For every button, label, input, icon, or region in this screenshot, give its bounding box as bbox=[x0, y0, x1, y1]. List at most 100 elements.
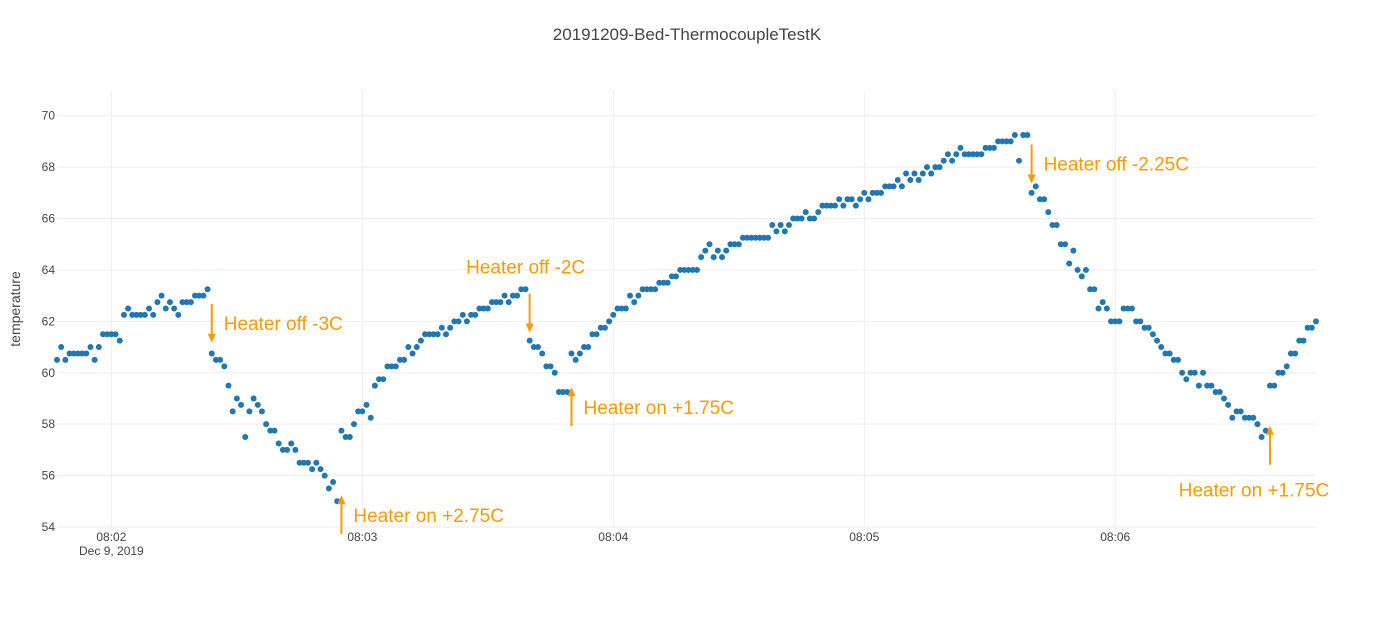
data-point bbox=[949, 157, 956, 164]
data-point bbox=[434, 331, 441, 338]
data-point bbox=[631, 299, 638, 306]
data-point bbox=[171, 305, 178, 312]
data-point bbox=[263, 421, 270, 428]
data-point bbox=[62, 356, 69, 363]
data-point bbox=[852, 202, 859, 209]
annotation-arrowhead bbox=[525, 323, 534, 333]
data-point bbox=[275, 440, 282, 447]
x-tick-sublabel: Dec 9, 2019 bbox=[79, 544, 144, 558]
data-point bbox=[526, 337, 533, 344]
data-point bbox=[974, 151, 981, 158]
annotation-arrowhead bbox=[1265, 425, 1274, 435]
data-point bbox=[1128, 305, 1135, 312]
data-point bbox=[1158, 344, 1165, 351]
data-point bbox=[1099, 299, 1106, 306]
data-point bbox=[752, 234, 759, 241]
data-point bbox=[1062, 241, 1069, 248]
data-point bbox=[116, 337, 123, 344]
data-point bbox=[877, 189, 884, 196]
data-point bbox=[944, 151, 951, 158]
data-point bbox=[1246, 414, 1253, 421]
annotation-label: Heater on +1.75C bbox=[583, 398, 734, 419]
data-point bbox=[823, 202, 830, 209]
data-point bbox=[267, 427, 274, 434]
data-point bbox=[1116, 318, 1123, 325]
data-point bbox=[254, 401, 261, 408]
data-point bbox=[652, 286, 659, 293]
data-point bbox=[371, 382, 378, 389]
data-point bbox=[104, 331, 111, 338]
data-point bbox=[765, 234, 772, 241]
data-point bbox=[861, 189, 868, 196]
data-point bbox=[1133, 318, 1140, 325]
data-point bbox=[827, 202, 834, 209]
data-point bbox=[1149, 331, 1156, 338]
data-point bbox=[1212, 389, 1219, 396]
data-point bbox=[325, 485, 332, 492]
data-point bbox=[1078, 273, 1085, 280]
data-point bbox=[794, 215, 801, 222]
data-point bbox=[200, 292, 207, 299]
data-point bbox=[840, 202, 847, 209]
data-point bbox=[484, 305, 491, 312]
data-point bbox=[166, 299, 173, 306]
data-point bbox=[150, 311, 157, 318]
data-point bbox=[961, 151, 968, 158]
data-point bbox=[1016, 157, 1023, 164]
data-point bbox=[940, 157, 947, 164]
data-point bbox=[74, 350, 81, 357]
data-point bbox=[1204, 382, 1211, 389]
annotation-label: Heater off -2.25C bbox=[1044, 155, 1189, 176]
y-tick-label: 66 bbox=[42, 212, 56, 226]
data-point bbox=[1057, 241, 1064, 248]
annotation-label: Heater off -2C bbox=[466, 258, 585, 279]
data-point bbox=[1292, 350, 1299, 357]
data-point bbox=[756, 234, 763, 241]
data-point bbox=[1066, 260, 1073, 267]
data-point bbox=[622, 305, 629, 312]
data-point bbox=[560, 389, 567, 396]
data-point bbox=[54, 356, 60, 363]
y-axis-title: temperature bbox=[7, 271, 23, 347]
data-point bbox=[555, 389, 562, 396]
data-point bbox=[890, 183, 897, 190]
data-point bbox=[907, 176, 914, 183]
data-point bbox=[401, 356, 408, 363]
data-point bbox=[321, 472, 328, 479]
data-point bbox=[250, 395, 257, 402]
data-point bbox=[95, 344, 102, 351]
data-point bbox=[179, 299, 186, 306]
data-point bbox=[1007, 138, 1014, 145]
data-point bbox=[1053, 221, 1060, 228]
data-point bbox=[459, 311, 466, 318]
x-tick-label: 08:04 bbox=[598, 530, 628, 544]
data-point bbox=[572, 356, 579, 363]
y-tick-label: 56 bbox=[42, 469, 56, 483]
data-point bbox=[706, 241, 713, 248]
data-point bbox=[1254, 421, 1261, 428]
data-point bbox=[601, 324, 608, 331]
data-point bbox=[673, 273, 680, 280]
data-point bbox=[58, 344, 65, 351]
data-point bbox=[911, 170, 918, 177]
annotation-arrowhead bbox=[337, 495, 346, 505]
data-point bbox=[848, 196, 855, 203]
data-point bbox=[844, 196, 851, 203]
data-point bbox=[509, 292, 516, 299]
data-point bbox=[350, 421, 357, 428]
data-point bbox=[238, 401, 245, 408]
data-point bbox=[836, 196, 843, 203]
data-point bbox=[995, 138, 1002, 145]
data-point bbox=[388, 363, 395, 370]
annotation-arrowhead bbox=[207, 333, 216, 343]
data-point bbox=[133, 311, 140, 318]
data-point bbox=[1300, 337, 1307, 344]
annotation-label: Heater off -3C bbox=[224, 314, 343, 335]
data-point bbox=[873, 189, 880, 196]
data-point bbox=[309, 466, 316, 473]
data-point bbox=[915, 176, 922, 183]
data-point bbox=[606, 318, 613, 325]
data-point bbox=[811, 215, 818, 222]
data-point bbox=[1266, 382, 1273, 389]
